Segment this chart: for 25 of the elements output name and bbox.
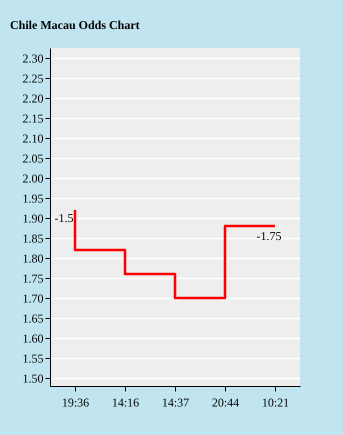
y-tick-label: 1.75: [22, 272, 44, 286]
annotation: -1.75: [256, 229, 282, 243]
y-tick-label: 1.90: [22, 212, 44, 226]
x-tick-label: 14:16: [112, 396, 140, 410]
chart-title: Chile Macau Odds Chart: [10, 18, 140, 32]
y-tick-label: 2.10: [22, 132, 44, 146]
y-tick-label: 1.85: [22, 232, 44, 246]
y-tick-label: 2.20: [22, 92, 44, 106]
y-tick-label: 2.05: [22, 152, 44, 166]
y-tick-label: 1.80: [22, 252, 44, 266]
x-tick-label: 19:36: [62, 396, 90, 410]
y-tick-label: 1.55: [22, 352, 44, 366]
y-tick-label: 2.00: [22, 172, 44, 186]
y-tick-label: 2.15: [22, 112, 44, 126]
y-tick-label: 1.95: [22, 192, 44, 206]
x-tick-label: 10:21: [262, 396, 290, 410]
x-tick-label: 20:44: [212, 396, 240, 410]
y-tick-label: 1.60: [22, 332, 44, 346]
y-tick-label: 1.65: [22, 312, 44, 326]
y-tick-label: 2.25: [22, 72, 44, 86]
y-tick-label: 1.70: [22, 292, 44, 306]
annotation: -1.5: [54, 211, 74, 225]
x-tick-label: 14:37: [162, 396, 190, 410]
y-tick-label: 2.30: [22, 52, 44, 66]
y-tick-label: 1.50: [22, 372, 44, 386]
